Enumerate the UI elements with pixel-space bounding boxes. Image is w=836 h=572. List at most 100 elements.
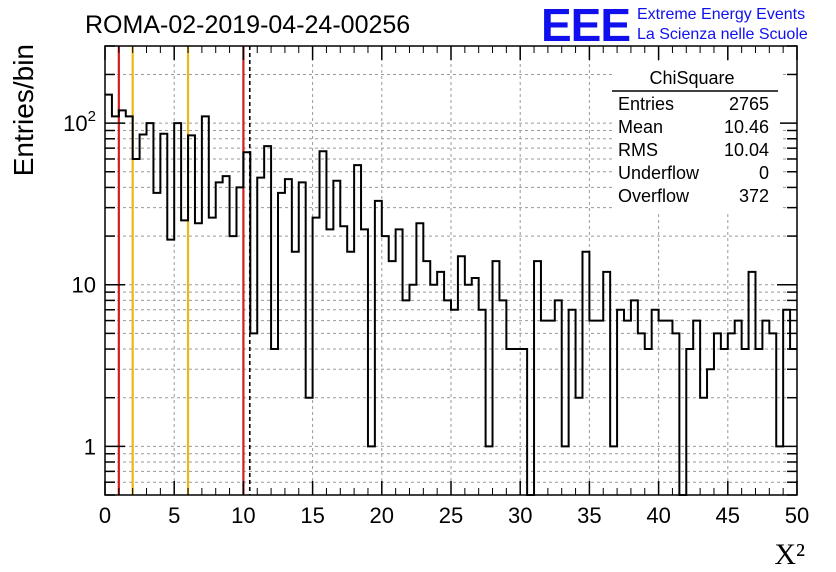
histogram-bin	[631, 300, 638, 495]
histogram-bin	[160, 134, 167, 495]
x-tick-label: 50	[785, 503, 809, 528]
stats-row-label: RMS	[618, 140, 658, 160]
histogram-bin	[652, 310, 659, 495]
stats-row-value: 10.46	[724, 117, 769, 137]
x-axis-ticks: 0 5 10 15 20 25 30 35 40 45 50	[99, 46, 809, 528]
stats-box-frame	[612, 64, 780, 212]
stats-row-value: 0	[759, 163, 769, 183]
histogram-bin	[105, 95, 112, 495]
histogram-bin	[119, 110, 126, 495]
histogram-bin	[666, 321, 673, 495]
histogram-bin	[624, 321, 631, 495]
histogram-bin	[707, 369, 714, 495]
x-tick-label: 20	[370, 503, 394, 528]
stats-row-label: Underflow	[618, 163, 700, 183]
histogram-bin	[216, 182, 223, 495]
histogram-bin	[347, 252, 354, 495]
x-tick-label: 15	[300, 503, 324, 528]
histogram-bin	[423, 261, 430, 495]
histogram-bin	[451, 310, 458, 495]
stats-row-value: 10.04	[724, 140, 769, 160]
histogram-bin	[672, 333, 679, 495]
y-axis-label: Entries/bin	[8, 44, 39, 176]
histogram-bin	[783, 310, 790, 495]
chart-title: ROMA-02-2019-04-24-00256	[85, 11, 410, 39]
histogram-bin	[534, 261, 541, 495]
x-tick-label: 25	[439, 503, 463, 528]
histogram-bin	[313, 218, 320, 495]
histogram-bin	[506, 349, 513, 495]
stats-box-title: ChiSquare	[649, 68, 734, 88]
histogram-bin	[250, 333, 257, 495]
histogram-bin	[493, 261, 500, 495]
histogram-bin	[292, 252, 299, 495]
stats-row-label: Mean	[618, 117, 663, 137]
histogram-bin	[368, 446, 375, 495]
stats-row-label: Entries	[618, 94, 674, 114]
histogram-bin	[721, 349, 728, 495]
histogram-bin	[403, 300, 410, 495]
x-tick-label: 30	[508, 503, 532, 528]
histogram-bin	[375, 201, 382, 495]
histogram-bin	[541, 321, 548, 495]
x-tick-label: 40	[646, 503, 670, 528]
x-tick-label: 45	[716, 503, 740, 528]
histogram-bin	[749, 272, 756, 495]
y-tick-label: 1	[84, 434, 96, 459]
histogram-bin	[230, 236, 237, 495]
histogram-bin	[264, 146, 271, 495]
histogram-bin	[271, 349, 278, 495]
histogram-bin	[472, 278, 479, 495]
histogram-bin	[188, 135, 195, 495]
histogram-bin	[569, 310, 576, 495]
histogram-bin	[202, 116, 209, 495]
histogram-bin	[133, 159, 140, 495]
histogram-bin	[181, 220, 188, 495]
histogram-bin	[486, 446, 493, 495]
histogram-bin	[659, 321, 666, 495]
histogram-bin	[306, 398, 313, 495]
histogram-bin	[548, 321, 555, 495]
y-tick-label: 10	[72, 273, 96, 298]
histogram-bin	[112, 116, 119, 495]
histogram-bin	[645, 349, 652, 495]
histogram-bin	[589, 321, 596, 495]
histogram-bin	[361, 229, 368, 495]
histogram-bin	[126, 116, 133, 495]
histogram-bin	[382, 236, 389, 495]
eee-logo: EEE Extreme Energy Events La Scienza nel…	[541, 0, 808, 51]
histogram-bin	[299, 182, 306, 495]
histogram-bin	[700, 398, 707, 495]
histogram-bin	[174, 123, 181, 495]
histogram-bin	[776, 446, 783, 495]
histogram-bin	[638, 333, 645, 495]
x-tick-label: 0	[99, 503, 111, 528]
histogram-bin	[610, 446, 617, 495]
y-axis-ticks: 1 10 102	[63, 45, 797, 496]
x-tick-label: 10	[231, 503, 255, 528]
histogram-bin	[555, 300, 562, 495]
histogram-bin	[582, 252, 589, 495]
histogram-bin	[333, 181, 340, 495]
histogram-bin	[790, 349, 797, 495]
histogram-bin	[444, 300, 451, 495]
histogram-bin	[389, 261, 396, 495]
histogram-bin	[755, 349, 762, 495]
histogram-bin	[735, 321, 742, 495]
histogram-bin	[195, 223, 202, 495]
histogram-bin	[728, 333, 735, 495]
stats-box: ChiSquare Entries 2765 Mean 10.46 RMS 10…	[612, 64, 780, 212]
histogram-bin	[243, 152, 250, 495]
histogram-bin	[603, 272, 610, 495]
x-axis-label: X²	[774, 538, 805, 571]
histogram-bin	[278, 193, 285, 495]
histogram-bin	[562, 446, 569, 495]
histogram-bin	[686, 349, 693, 495]
histogram-bin	[596, 321, 603, 495]
stats-row-value: 372	[739, 186, 769, 206]
histogram-bin	[326, 229, 333, 495]
y-tick-label: 102	[63, 108, 96, 136]
histogram-bin	[167, 240, 174, 495]
eee-logo-line2: La Scienza nelle Scuole	[637, 26, 808, 43]
histogram-bin	[153, 193, 160, 495]
